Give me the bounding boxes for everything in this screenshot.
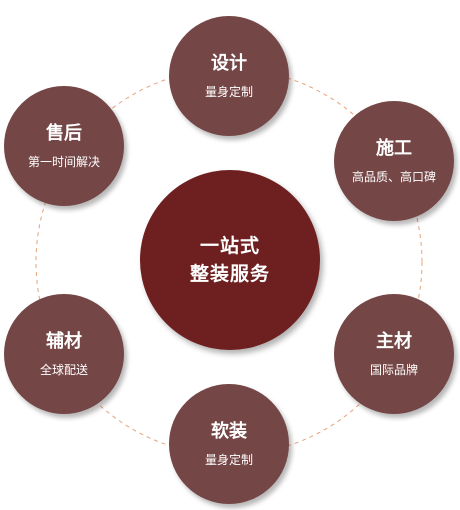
node-after-sales-subtitle: 第一时间解决 xyxy=(27,155,100,169)
center-circle: 一站式 整装服务 xyxy=(140,170,320,350)
node-auxiliary-subtitle: 全球配送 xyxy=(39,363,88,377)
node-soft-decor-title: 软装 xyxy=(211,421,247,442)
node-main-material-title: 主材 xyxy=(376,331,412,352)
node-after-sales-title: 售后 xyxy=(46,123,82,144)
node-construction: 施工 高品质、高口碑 xyxy=(334,101,454,221)
node-design-subtitle: 量身定制 xyxy=(204,85,253,99)
center-line-2: 整装服务 xyxy=(189,263,270,285)
node-design-title: 设计 xyxy=(211,53,247,74)
node-auxiliary-title: 辅材 xyxy=(46,331,82,352)
node-after-sales: 售后 第一时间解决 xyxy=(4,86,124,206)
node-construction-title: 施工 xyxy=(376,138,412,159)
node-main-material-subtitle: 国际品牌 xyxy=(369,363,418,377)
node-main-material: 主材 国际品牌 xyxy=(334,294,454,414)
node-design: 设计 量身定制 xyxy=(169,16,289,136)
node-construction-subtitle: 高品质、高口碑 xyxy=(351,170,436,184)
node-auxiliary: 辅材 全球配送 xyxy=(4,294,124,414)
center-line-1: 一站式 xyxy=(199,235,260,257)
node-soft-decor: 软装 量身定制 xyxy=(169,384,289,504)
node-soft-decor-subtitle: 量身定制 xyxy=(204,453,253,467)
